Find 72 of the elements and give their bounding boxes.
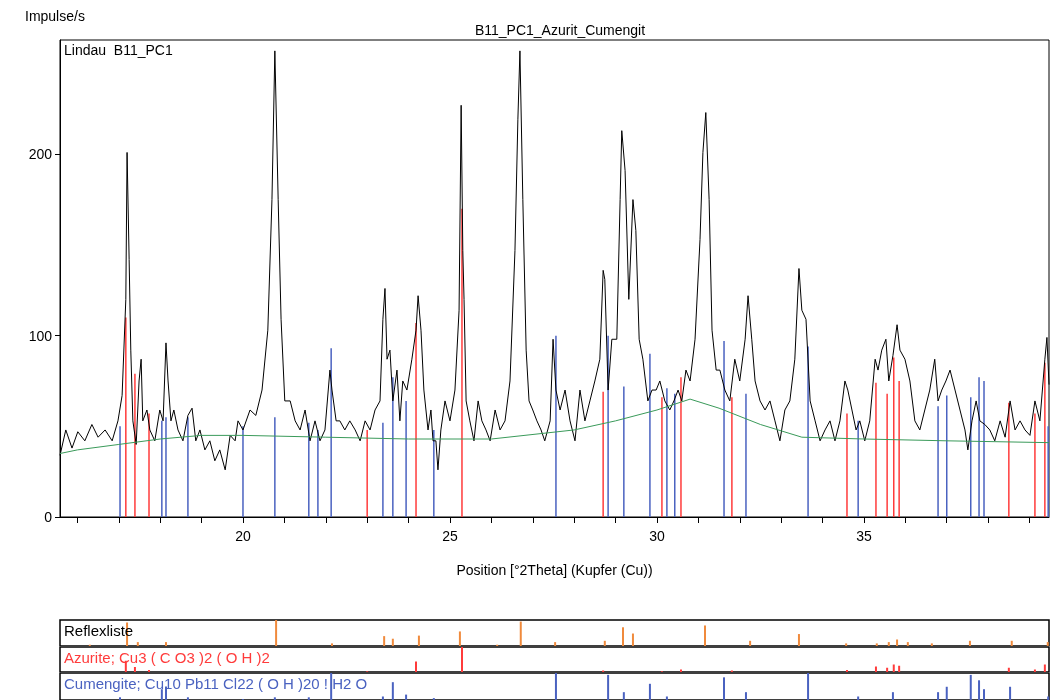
bar [874, 666, 877, 672]
bar [1046, 642, 1049, 646]
x-tick-label: 35 [856, 528, 872, 544]
y-tick-label: 100 [28, 327, 53, 344]
bar [607, 674, 610, 700]
bar [330, 643, 333, 646]
bar [330, 673, 333, 700]
bar [945, 686, 948, 700]
bar [937, 692, 940, 700]
bar [417, 635, 420, 646]
bar [186, 697, 189, 700]
bar [133, 667, 136, 672]
bar [898, 665, 901, 672]
bar [875, 643, 878, 646]
chart-title: Cumengite; Cu10 Pb11 Cl22 ( O H )20 ! H2 O [64, 675, 368, 692]
bar [554, 673, 557, 700]
bar [275, 620, 278, 646]
bar [273, 697, 276, 700]
bar [160, 689, 163, 700]
bar [648, 683, 651, 700]
x-tick-label: 25 [442, 528, 458, 544]
bar [896, 639, 899, 646]
line-series [59, 398, 1050, 455]
bar [703, 625, 706, 646]
bar [744, 692, 747, 700]
bar [458, 631, 461, 646]
bar [136, 642, 139, 646]
annotation: Lindau B11_PC1 [64, 42, 173, 58]
bar [983, 689, 986, 700]
bar [1043, 664, 1046, 672]
bar [631, 633, 634, 646]
bar [307, 697, 310, 700]
bar [807, 673, 810, 700]
bar [968, 640, 971, 646]
bar [969, 674, 972, 700]
bar [119, 697, 122, 700]
bar [164, 642, 167, 646]
chart-title: B11_PC1_Azurit_Cumengit [474, 22, 646, 38]
bar [554, 642, 557, 646]
x-axis-title: Position [°2Theta] (Kupfer (Cu)) [456, 562, 653, 578]
bar [723, 677, 726, 700]
bar [603, 640, 606, 646]
bar [405, 694, 408, 700]
bar [891, 692, 894, 700]
bar [622, 627, 625, 646]
bar [381, 696, 384, 700]
y-axis-title: Impulse/s [25, 8, 85, 24]
bar [845, 643, 848, 646]
bar [906, 642, 909, 646]
bar [892, 664, 895, 672]
bar [519, 621, 522, 646]
bar [415, 661, 418, 672]
x-tick-label: 20 [235, 528, 251, 544]
chart-title: Azurite; Cu3 ( C O3 )2 ( O H )2 [64, 649, 270, 666]
bar [749, 640, 752, 646]
bar [1010, 640, 1013, 646]
bar [887, 642, 890, 646]
bar [857, 696, 860, 700]
bar [460, 647, 463, 672]
bar [391, 682, 394, 700]
bar [391, 638, 394, 646]
y-tick-label: 200 [28, 146, 53, 163]
bar [1047, 696, 1050, 700]
x-tick-label: 30 [649, 528, 665, 544]
bar [797, 634, 800, 646]
y-tick-label: 0 [44, 509, 53, 525]
bar [978, 680, 981, 700]
bar [383, 636, 386, 646]
bar [665, 696, 668, 700]
bar [930, 643, 933, 646]
bar [622, 692, 625, 700]
bar [1009, 686, 1012, 700]
